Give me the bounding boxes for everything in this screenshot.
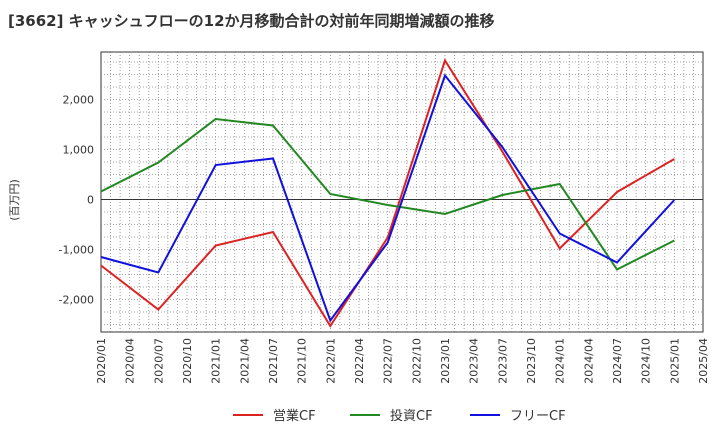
x-tick-label: 2024/07 bbox=[611, 338, 624, 384]
x-tick-label: 2022/04 bbox=[353, 338, 366, 384]
series-line bbox=[100, 117, 675, 271]
y-axis-ticks: 2,000 1,000 0 -1,000 -2,000 bbox=[59, 94, 94, 307]
x-tick-label: 2022/10 bbox=[410, 338, 423, 384]
legend: 営業CF 投資CF フリーCF bbox=[233, 408, 566, 424]
series-line bbox=[100, 58, 675, 328]
x-tick-label: 2023/01 bbox=[439, 338, 452, 384]
x-tick-label: 2024/01 bbox=[554, 338, 567, 384]
x-axis-ticks: 2020/01 2020/04 2020/07 2020/10 2021/01 2021/… bbox=[95, 338, 710, 384]
chart-title: [3662] キャッシュフローの12か月移動合計の対前年同期増減額の推移 bbox=[8, 12, 495, 30]
x-tick-label: 2025/01 bbox=[668, 338, 681, 384]
x-tick-label: 2021/10 bbox=[296, 338, 309, 384]
y-tick-label: 2,000 bbox=[63, 94, 95, 107]
x-tick-label: 2020/10 bbox=[181, 338, 194, 384]
y-tick-label: -2,000 bbox=[59, 294, 94, 307]
y-axis-label: (百万円) bbox=[8, 179, 21, 221]
x-tick-label: 2021/01 bbox=[210, 338, 223, 384]
legend-label: 投資CF bbox=[390, 408, 433, 424]
x-tick-label: 2020/07 bbox=[152, 338, 165, 384]
x-tick-label: 2020/01 bbox=[95, 338, 108, 384]
x-tick-label: 2020/04 bbox=[124, 338, 137, 384]
x-tick-label: 2025/04 bbox=[697, 338, 710, 384]
x-tick-label: 2024/10 bbox=[640, 338, 653, 384]
legend-label: 営業CF bbox=[273, 408, 316, 424]
series-layer bbox=[100, 58, 676, 328]
y-tick-label: -1,000 bbox=[59, 244, 94, 257]
x-tick-label: 2021/07 bbox=[267, 338, 280, 384]
y-tick-label: 0 bbox=[87, 194, 94, 207]
y-tick-label: 1,000 bbox=[63, 144, 95, 157]
x-tick-label: 2023/10 bbox=[525, 338, 538, 384]
series-line bbox=[100, 73, 676, 323]
x-tick-label: 2021/04 bbox=[238, 338, 251, 384]
x-tick-label: 2023/04 bbox=[468, 338, 481, 384]
x-tick-label: 2022/01 bbox=[324, 338, 337, 384]
x-tick-label: 2024/04 bbox=[582, 338, 595, 384]
x-tick-label: 2023/07 bbox=[496, 338, 509, 384]
x-tick-label: 2022/07 bbox=[382, 338, 395, 384]
legend-label: フリーCF bbox=[510, 409, 566, 424]
